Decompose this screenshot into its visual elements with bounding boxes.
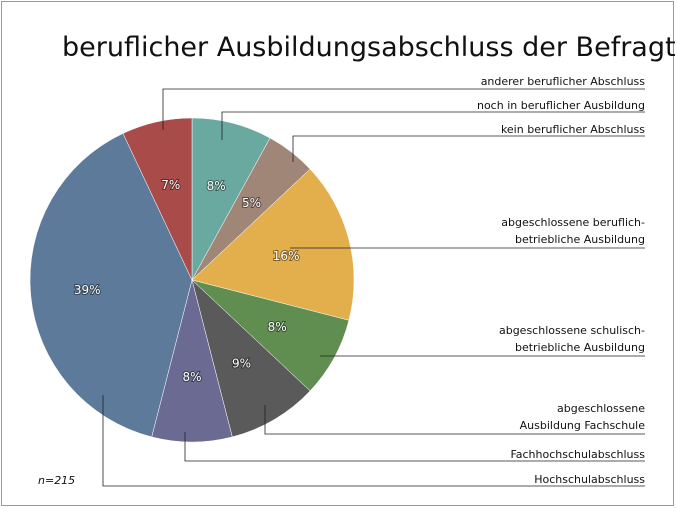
pie-slice (191, 279, 311, 438)
category-label: abgeschlossene Ausbildung Fachschule (519, 402, 645, 432)
pie-slice (29, 133, 193, 438)
value-label: 5% (242, 196, 261, 210)
category-label: Fachhochschulabschluss (510, 448, 645, 461)
value-label: 8% (268, 320, 287, 334)
category-label: abgeschlossene beruflich- betriebliche A… (501, 216, 645, 246)
value-label: 39% (74, 283, 101, 297)
category-label: abgeschlossene schulisch- betriebliche A… (498, 324, 645, 354)
note: n=215 (38, 474, 75, 487)
value-label: 7% (161, 178, 180, 192)
pie-slice (122, 117, 193, 281)
value-label: 16% (273, 249, 300, 263)
leader-line (264, 405, 645, 435)
category-label: kein beruflicher Abschluss (500, 123, 645, 136)
leader-line (292, 135, 645, 162)
leader-line (184, 432, 645, 462)
category-label: anderer beruflicher Abschluss (480, 75, 645, 88)
value-label: 8% (182, 370, 201, 384)
category-label: Hochschulabschluss (534, 473, 645, 486)
pie-slice (191, 168, 355, 321)
value-label: 8% (207, 179, 226, 193)
leader-line (221, 111, 645, 140)
value-label: 9% (232, 357, 251, 371)
category-label: noch in beruflicher Ausbildung (476, 99, 645, 112)
leader-line (102, 395, 645, 487)
chart-title: beruflicher Ausbildungsabschluss der Bef… (62, 32, 677, 63)
leader-line (162, 88, 645, 130)
